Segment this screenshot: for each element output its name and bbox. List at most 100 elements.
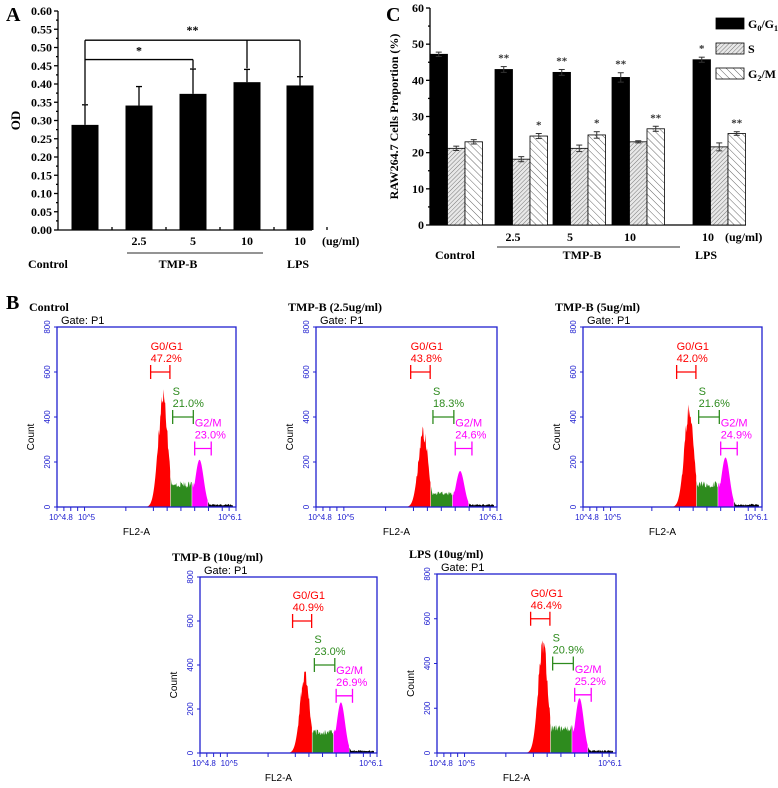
significance-label: *	[136, 44, 142, 58]
x-tick-label: 10^6.1	[479, 513, 503, 522]
x-tick-label: 10^4.8	[308, 513, 332, 522]
legend-swatch	[716, 68, 744, 79]
gate-name: G0/G1	[531, 588, 563, 600]
unit-label: (ug/ml)	[725, 230, 762, 244]
bar-g2-m	[588, 135, 606, 225]
gate-name: G2/M	[721, 418, 748, 430]
legend-label: G2/M	[748, 67, 776, 83]
gate-name: G0/G1	[151, 341, 183, 353]
y-tick-label: 40	[412, 73, 424, 87]
gate-percent: 20.9%	[553, 645, 584, 657]
y-tick-label: 0.40	[31, 77, 52, 91]
x-tick-label: 5	[190, 234, 196, 248]
y-tick-label: 60	[412, 1, 424, 15]
bar	[234, 82, 261, 230]
plot-title: TMP-B (2.5ug/ml)	[288, 300, 382, 314]
y-axis-label: RAW264.7 Cells Proportion (%)	[387, 34, 401, 200]
legend-label-part: G	[748, 67, 757, 81]
group-label: LPS	[695, 248, 717, 262]
x-tick-label: 10^4.8	[429, 759, 453, 768]
y-tick-label: 200	[302, 455, 311, 469]
gate-name: S	[173, 386, 180, 398]
y-tick-label: 30	[412, 110, 424, 124]
gate-label: Gate: P1	[204, 565, 247, 577]
y-tick-label: 400	[423, 656, 432, 670]
histogram-s	[171, 477, 192, 507]
gate-label: Gate: P1	[320, 315, 363, 327]
y-tick-label: 600	[423, 612, 432, 626]
histogram-g2-m	[192, 460, 207, 507]
y-tick-label: 50	[412, 37, 424, 51]
y-tick-label: 0.60	[31, 4, 52, 18]
x-tick-label: 10^4.8	[575, 513, 599, 522]
y-tick-label: 0.25	[31, 132, 52, 146]
y-axis-label: Count	[26, 423, 37, 450]
histogram-s	[551, 723, 572, 753]
y-tick-label: 800	[43, 320, 52, 334]
histogram-debris	[734, 502, 759, 507]
bar-g0-g1	[693, 60, 711, 225]
legend-label-part: 1	[774, 24, 778, 33]
y-tick-label: 600	[186, 614, 195, 628]
plot-title: TMP-B (5ug/ml)	[555, 300, 640, 314]
y-tick-label: 200	[186, 702, 195, 716]
legend-label: G0/G1	[748, 17, 778, 33]
gate-percent: 47.2%	[151, 353, 182, 365]
gate-percent: 43.8%	[411, 353, 442, 365]
gate-percent: 23.0%	[314, 646, 345, 658]
group-label: LPS	[287, 257, 309, 271]
x-tick-label: 10^5	[78, 513, 96, 522]
y-axis-label: Count	[169, 671, 180, 698]
x-tick-label: 5	[567, 230, 573, 244]
x-tick-label: 10^6.1	[744, 513, 768, 522]
x-tick-label: 10^5	[458, 759, 476, 768]
bar-g0-g1	[430, 54, 448, 225]
gate-label: Gate: P1	[61, 315, 104, 327]
legend-swatch	[716, 18, 744, 29]
gate-name: S	[314, 634, 321, 646]
significance-label: *	[699, 43, 705, 55]
x-tick-label: 10^4.8	[192, 759, 216, 768]
bar-g2-m	[465, 142, 483, 225]
y-tick-label: 800	[302, 320, 311, 334]
legend-label-part: /G	[760, 17, 774, 31]
bar-g2-m	[530, 136, 548, 225]
y-tick-label: 0	[418, 218, 424, 232]
y-tick-label: 0	[186, 750, 195, 755]
gate-percent: 42.0%	[677, 353, 708, 365]
significance-label: *	[594, 118, 600, 130]
x-axis-label: FL2-A	[649, 527, 677, 538]
flow-plot: TMP-B (2.5ug/ml)Gate: P10200400600800Cou…	[285, 300, 503, 538]
y-tick-label: 800	[186, 570, 195, 584]
y-tick-label: 200	[423, 701, 432, 715]
y-axis-label: Count	[406, 670, 417, 697]
gate-name: G0/G1	[293, 590, 325, 602]
histogram-s	[431, 486, 452, 507]
x-axis-label: FL2-A	[265, 773, 293, 784]
gate-percent: 18.3%	[433, 398, 464, 410]
y-tick-label: 0	[302, 504, 311, 509]
bar-s	[448, 148, 466, 225]
gate-name: G0/G1	[677, 341, 709, 353]
y-tick-label: 0	[569, 504, 578, 509]
legend-label-part: /M	[760, 67, 776, 81]
gate-name: S	[553, 633, 560, 645]
significance-label: **	[187, 23, 199, 37]
histogram-g2-m	[718, 458, 733, 507]
x-tick-label: 2.5	[506, 230, 521, 244]
bar-s	[513, 159, 531, 225]
significance-label: **	[498, 53, 510, 65]
y-tick-label: 0.50	[31, 41, 52, 55]
y-tick-label: 20	[412, 146, 424, 160]
y-tick-label: 0.55	[31, 22, 52, 36]
bar-g2-m	[728, 133, 746, 225]
significance-label: **	[650, 112, 662, 124]
x-tick-label: 10^5	[604, 513, 622, 522]
unit-label: (ug/ml)	[322, 234, 359, 248]
y-tick-label: 10	[412, 182, 424, 196]
y-tick-label: 400	[569, 410, 578, 424]
gate-name: G0/G1	[411, 341, 443, 353]
y-tick-label: 0.10	[31, 187, 52, 201]
